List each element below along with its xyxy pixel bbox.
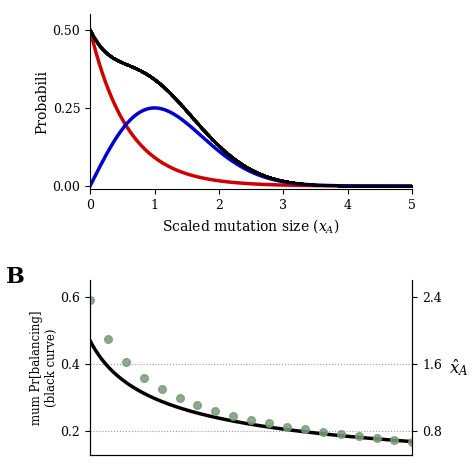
Y-axis label: Probabili: Probabili [36,70,50,134]
Y-axis label: $\hat{x}_A$: $\hat{x}_A$ [449,357,468,378]
Text: B: B [6,266,25,288]
X-axis label: Scaled mutation size ($x_A$): Scaled mutation size ($x_A$) [163,218,340,235]
Y-axis label: mum Pr[balancing]
(black curve): mum Pr[balancing] (black curve) [30,310,58,425]
